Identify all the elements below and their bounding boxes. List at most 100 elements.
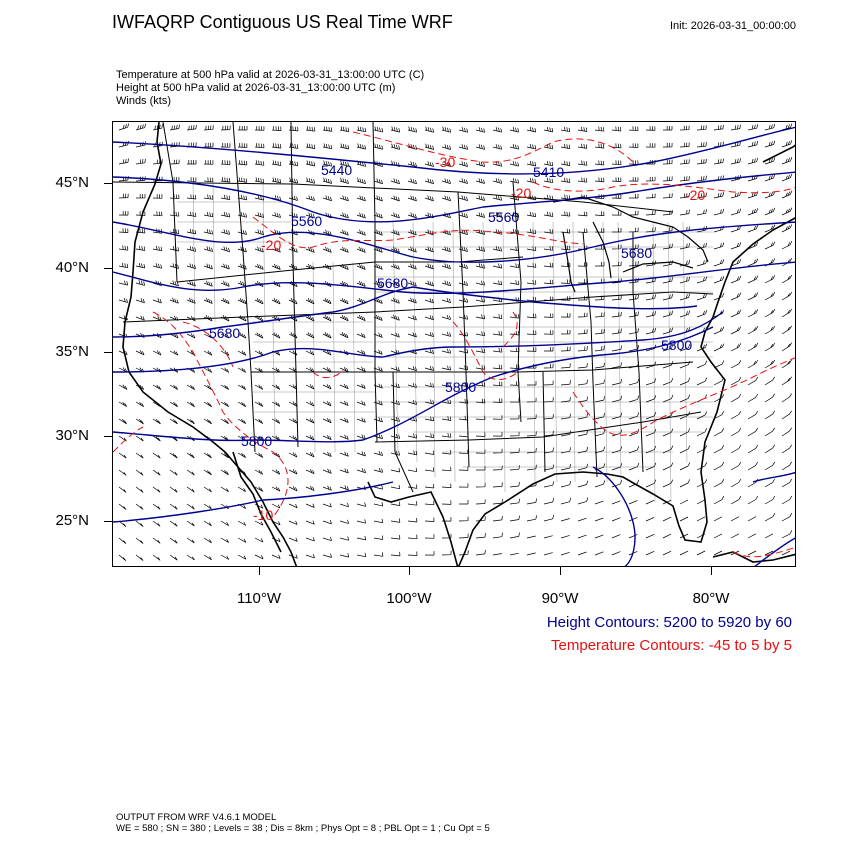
wind-barb: [526, 552, 536, 556]
wind-barb: [543, 514, 555, 522]
wind-barb: [747, 292, 759, 301]
wind-barb: [628, 517, 638, 522]
wind-barb: [764, 174, 776, 182]
wind-barb: [373, 297, 383, 304]
wind-barb: [543, 535, 553, 539]
wind-barb: [645, 411, 657, 420]
wind-barb: [747, 393, 759, 403]
wind-barb: [577, 362, 588, 369]
wind-barb: [560, 329, 571, 335]
wind-barb: [220, 486, 229, 493]
wind-barb: [118, 262, 129, 269]
wind-barb: [628, 311, 639, 318]
wind-barb: [458, 144, 469, 150]
wind-barb: [407, 551, 418, 556]
wind-barb: [662, 344, 674, 352]
wind-barb: [390, 551, 401, 557]
wind-barb: [492, 246, 503, 252]
wind-barb: [781, 376, 792, 386]
height-label-5680-west: 5680: [209, 325, 240, 341]
wind-barb: [390, 143, 401, 150]
wind-barb: [679, 377, 691, 386]
wind-barb: [373, 263, 383, 270]
wind-barb: [390, 484, 401, 490]
wind-barb: [152, 211, 163, 217]
wind-barb: [271, 332, 281, 339]
wind-barb: [645, 395, 657, 403]
wind-barb: [475, 314, 486, 320]
wind-barb: [118, 384, 128, 390]
wind-barb: [662, 243, 673, 250]
wind-barb: [322, 263, 332, 270]
wind-barb: [747, 427, 759, 437]
wind-barb: [373, 467, 384, 473]
legend-height-contours: Height Contours: 5200 to 5920 by 60: [546, 614, 792, 631]
wind-barb: [696, 125, 707, 131]
wind-barb: [390, 178, 400, 185]
wind-barb: [560, 396, 571, 403]
wind-barb: [169, 280, 179, 287]
lon-label-90: 90°W: [541, 590, 579, 607]
wind-barb: [696, 158, 707, 165]
wind-barb: [254, 350, 264, 356]
wind-barb: [390, 501, 401, 506]
wind-barb: [492, 482, 503, 488]
wind-barb: [254, 332, 264, 339]
wind-barb: [407, 195, 417, 202]
wind-barb: [764, 140, 776, 148]
height-label-5560-west: 5560: [291, 213, 322, 229]
wind-barb: [747, 516, 757, 522]
wind-barb: [611, 395, 623, 403]
wind-barb: [458, 365, 469, 371]
wind-barb: [611, 261, 622, 267]
wind-barb: [237, 143, 248, 148]
wind-barb: [543, 464, 554, 471]
wind-barb: [220, 297, 230, 305]
wind-barb: [628, 160, 639, 165]
wind-barb: [373, 143, 384, 150]
wind-barb: [611, 328, 622, 335]
wind-barb: [526, 515, 537, 522]
wind-barb: [390, 229, 400, 236]
wind-barb: [730, 427, 742, 437]
wind-barb: [645, 143, 656, 148]
wind-barb: [509, 381, 520, 386]
wind-barb: [781, 359, 792, 369]
wind-barb: [288, 418, 298, 424]
wind-barb: [492, 553, 502, 556]
wind-barb: [271, 298, 281, 305]
wind-barb: [781, 342, 793, 352]
wind-barb: [135, 503, 144, 510]
wind-barb: [254, 401, 264, 407]
wind-barb: [526, 347, 537, 352]
wind-barb: [373, 400, 383, 406]
wind-barb: [662, 260, 673, 267]
wind-barb: [339, 280, 349, 288]
wind-barb: [407, 484, 418, 489]
wind-barb: [645, 378, 657, 386]
wind-barb: [577, 211, 588, 217]
wind-barb: [373, 434, 383, 440]
wind-barb: [288, 315, 298, 322]
wind-barb: [237, 332, 247, 339]
wind-barb: [220, 280, 230, 287]
wind-barb: [135, 469, 144, 476]
wind-barb: [305, 281, 315, 288]
wind-barb: [458, 246, 468, 252]
contour-labels: 5440 5410 5560 5560 5680 5680 5680 5800 …: [209, 154, 705, 523]
wind-barb: [220, 263, 230, 270]
wind-barb: [305, 143, 316, 149]
wind-barb: [764, 550, 774, 556]
wind-barb: [628, 261, 639, 267]
wind-barb: [475, 381, 486, 387]
wind-barb: [373, 518, 384, 524]
wind-barb: [543, 380, 554, 386]
wind-barb: [662, 226, 673, 233]
wind-barb: [679, 360, 691, 369]
wind-barb: [611, 479, 623, 488]
wind-barb: [713, 461, 725, 471]
wind-barb: [322, 315, 332, 322]
wind-barb: [594, 211, 605, 216]
wind-barb: [645, 479, 657, 488]
wind-barb: [118, 245, 129, 251]
